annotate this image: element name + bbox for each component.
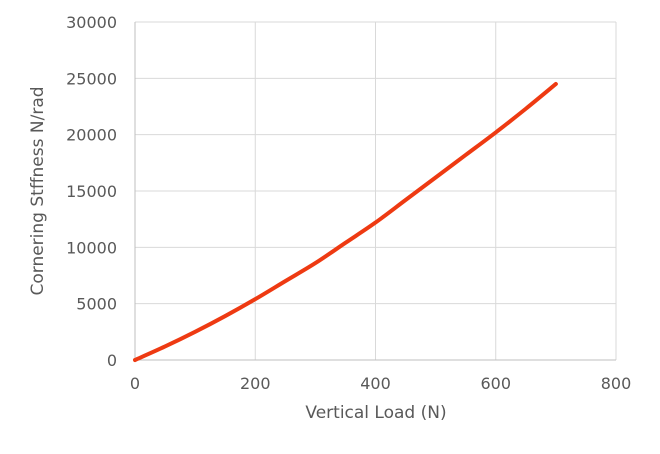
x-axis-title: Vertical Load (N) bbox=[305, 403, 446, 423]
x-tick-label: 400 bbox=[360, 374, 391, 393]
x-tick-label: 200 bbox=[240, 374, 271, 393]
series-line bbox=[133, 81, 558, 362]
y-tick-label: 25000 bbox=[66, 69, 117, 88]
y-tick-label: 20000 bbox=[66, 126, 117, 145]
y-tick-label: 5000 bbox=[76, 295, 117, 314]
series-layer bbox=[133, 81, 558, 362]
grid-layer bbox=[135, 21, 617, 360]
y-tick-label: 10000 bbox=[66, 238, 117, 257]
x-tick-label: 800 bbox=[601, 374, 632, 393]
y-axis-title: Cornering Stffness N/rad bbox=[28, 86, 48, 295]
x-tick-label: 0 bbox=[130, 374, 140, 393]
y-tick-label: 15000 bbox=[66, 182, 117, 201]
x-tick-label: 600 bbox=[480, 374, 511, 393]
y-tick-label: 0 bbox=[107, 351, 117, 370]
axis-layer: 0 5000 10000 15000 20000 25000 30000 0 200 400 600… bbox=[66, 13, 631, 393]
y-tick-label: 30000 bbox=[66, 13, 117, 32]
